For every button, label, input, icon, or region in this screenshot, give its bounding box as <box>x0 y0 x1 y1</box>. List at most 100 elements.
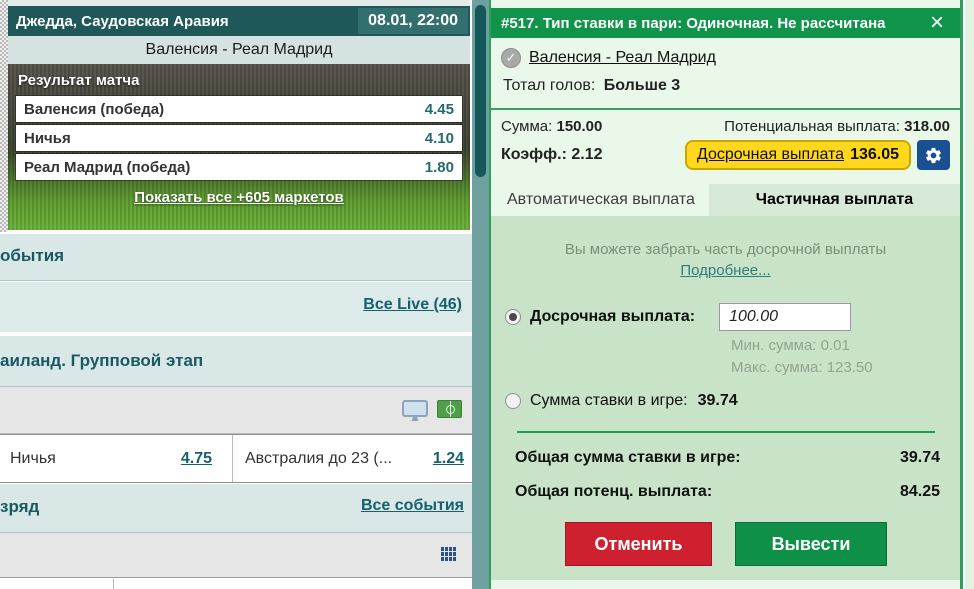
section-header-label: обытия <box>0 246 65 265</box>
tab-automatic-payout[interactable]: Автоматическая выплата <box>507 191 695 208</box>
gear-icon <box>926 147 941 163</box>
stake-value: 150.00 <box>556 118 603 135</box>
outcome-row-draw[interactable]: Ничья 4.10 <box>16 125 462 151</box>
bet-info-section: ✓ Валенсия - Реал Мадрид Тотал голов: Бо… <box>491 38 960 110</box>
cashout-button[interactable]: Досрочная выплата 136.05 <box>684 140 911 170</box>
cancel-button[interactable]: Отменить <box>565 522 712 566</box>
bet-match-link[interactable]: Валенсия - Реал Мадрид <box>529 49 716 66</box>
odds-value-link[interactable]: 4.75 <box>180 449 212 467</box>
odds-value-link[interactable]: 1.24 <box>432 449 464 467</box>
section-header-group-stage: аиланд. Групповой этап <box>0 336 472 387</box>
show-all-markets-link[interactable]: Показать все +605 маркетов <box>134 189 344 206</box>
live-stream-monitor-icon[interactable] <box>402 400 428 417</box>
partial-bottom-row <box>0 579 472 589</box>
early-payout-radio[interactable] <box>505 309 521 325</box>
vertical-scrollbar[interactable] <box>472 0 489 589</box>
stake-label: Сумма: <box>501 118 553 135</box>
bet-selection-value: Больше 3 <box>603 77 681 94</box>
outcome-row-home[interactable]: Валенсия (победа) 4.45 <box>16 96 462 122</box>
withdraw-button[interactable]: Вывести <box>735 522 887 566</box>
match-title: Валенсия - Реал Мадрид <box>145 41 333 58</box>
partial-payout-content: Вы можете забрать часть досрочной выплат… <box>491 216 960 580</box>
payout-tabs: Автоматическая выплата Частичная выплата <box>491 184 960 216</box>
bet-slip-title: #517. Тип ставки в пари: Одиночная. Не р… <box>501 14 886 32</box>
bet-amounts-section: Сумма: 150.00 Потенциальная выплата: 318… <box>491 110 960 184</box>
cashout-button-value: 136.05 <box>850 146 899 163</box>
event-meta-row <box>0 533 472 578</box>
odds-cell-label: Ничья <box>10 449 56 467</box>
outcome-odds[interactable]: 4.45 <box>424 100 454 118</box>
right-edge-strip <box>965 0 974 589</box>
outcome-label: Валенсия (победа) <box>24 100 165 118</box>
all-events-link[interactable]: Все события <box>360 497 464 514</box>
bet-match-line: ✓ Валенсия - Реал Мадрид <box>501 48 950 68</box>
amount-limits: Мин. сумма: 0.01 Макс. сумма: 123.50 <box>731 335 960 379</box>
all-live-link[interactable]: Все Live (46) <box>363 296 462 313</box>
show-all-markets-row: Показать все +605 маркетов <box>16 189 462 207</box>
bet-market-label: Тотал голов: <box>503 77 596 94</box>
total-potential-row: Общая потенц. выплата: 84.25 <box>515 483 940 501</box>
more-details-link[interactable]: Подробнее... <box>680 262 771 279</box>
bet-amounts-row: Сумма: 150.00 Потенциальная выплата: 318… <box>501 118 950 135</box>
max-amount-label: Макс. сумма: 123.50 <box>731 359 873 376</box>
scrollbar-thumb[interactable] <box>475 5 486 177</box>
check-circle-icon: ✓ <box>501 48 521 68</box>
total-stake-value: 39.74 <box>899 449 940 466</box>
total-stake-label: Общая сумма ставки в игре: <box>515 449 741 466</box>
total-potential-label: Общая потенц. выплата: <box>515 483 713 500</box>
stake-in-play-value: 39.74 <box>697 392 738 409</box>
coefficient-value: 2.12 <box>571 146 603 163</box>
early-payout-label: Досрочная выплата: <box>530 308 696 325</box>
stake-in-play-radio[interactable] <box>505 393 521 409</box>
odds-cell-draw[interactable]: Ничья 4.75 <box>0 435 233 482</box>
action-buttons-row: Отменить Вывести <box>491 522 960 566</box>
odds-cell-label: Австралия до 23 (... <box>245 449 393 467</box>
outcome-odds[interactable]: 4.10 <box>424 129 454 147</box>
bet-slip-header: #517. Тип ставки в пари: Одиночная. Не р… <box>491 8 960 38</box>
bet-slip-top-gap <box>491 0 960 8</box>
close-icon[interactable]: × <box>929 9 944 36</box>
match-title-bar: Валенсия - Реал Мадрид <box>8 36 470 64</box>
section-header-league: зряд Все события <box>0 484 472 533</box>
tab-partial-payout[interactable]: Частичная выплата <box>708 184 960 216</box>
match-location: Джедда, Саудовская Аравия <box>16 12 229 30</box>
outcome-label: Реал Мадрид (победа) <box>24 158 191 176</box>
page-background-texture <box>0 0 8 232</box>
stats-grid-icon[interactable] <box>441 547 456 561</box>
section-header-events: обытия <box>0 234 472 281</box>
match-header: Джедда, Саудовская Аравия 08.01, 22:00 <box>8 6 470 36</box>
outcome-odds[interactable]: 1.80 <box>424 158 454 176</box>
potential-label: Потенциальная выплата: <box>724 118 900 135</box>
stake-line: Сумма: 150.00 <box>501 118 602 135</box>
events-panel: Джедда, Саудовская Аравия 08.01, 22:00 В… <box>0 0 472 589</box>
match-datetime: 08.01, 22:00 <box>358 8 468 34</box>
stake-in-play-option-row: Сумма ставки в игре: 39.74 <box>505 392 960 410</box>
outcome-row-away[interactable]: Реал Мадрид (победа) 1.80 <box>16 154 462 180</box>
match-card-top-strip <box>8 0 470 6</box>
total-potential-value: 84.25 <box>899 483 940 500</box>
stadium-photo-background: Результат матча Валенсия (победа) 4.45 Н… <box>8 64 470 230</box>
coefficient-line: Коэфф.: 2.12 <box>501 146 603 164</box>
coefficient-label: Коэфф.: <box>501 146 567 163</box>
bet-slip-panel: #517. Тип ставки в пари: Одиночная. Не р… <box>489 0 963 589</box>
odds-cell-team[interactable]: Австралия до 23 (... 1.24 <box>233 435 472 482</box>
outcome-label: Ничья <box>24 129 71 147</box>
event-odds-row: Ничья 4.75 Австралия до 23 (... 1.24 <box>0 434 472 483</box>
football-pitch-icon[interactable] <box>437 400 462 418</box>
cashout-settings-button[interactable] <box>917 140 950 170</box>
coefficient-row: Коэфф.: 2.12 Досрочная выплата 136.05 <box>501 140 950 170</box>
section-header-label: аиланд. Групповой этап <box>0 351 204 370</box>
all-live-row: Все Live (46) <box>0 282 472 332</box>
market-title: Результат матча <box>18 72 140 89</box>
bet-selection-line: Тотал голов: Больше 3 <box>503 77 950 95</box>
event-meta-row <box>0 387 472 434</box>
early-payout-amount-input[interactable] <box>719 303 852 331</box>
potential-line: Потенциальная выплата: 318.00 <box>724 118 950 135</box>
section-header-label: зряд <box>0 497 40 516</box>
potential-value: 318.00 <box>904 118 950 135</box>
min-amount-label: Мин. сумма: 0.01 <box>731 337 850 354</box>
total-stake-row: Общая сумма ставки в игре: 39.74 <box>515 449 940 467</box>
stake-in-play-label: Сумма ставки в игре: <box>530 392 688 409</box>
bet-slip-bottom-gap <box>491 580 960 589</box>
early-payout-option-row: Досрочная выплата: <box>505 303 960 331</box>
